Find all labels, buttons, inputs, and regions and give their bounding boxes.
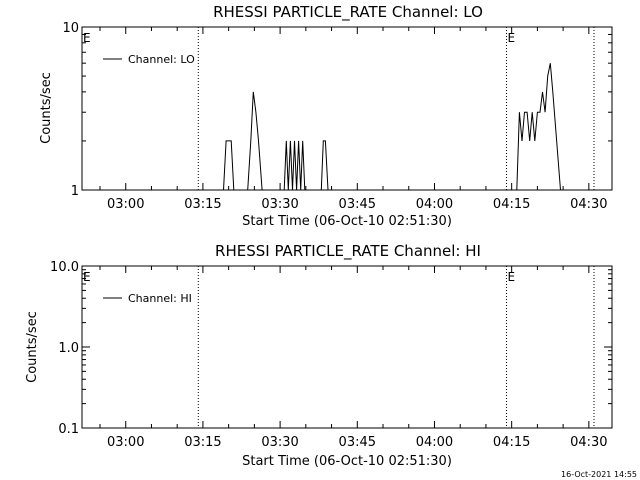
x-tick-label: 03:30 — [261, 197, 298, 212]
y-tick-label: 1.0 — [58, 341, 79, 356]
legend-label-lo: Channel: LO — [128, 53, 195, 66]
y-tick-label: 1 — [71, 184, 79, 199]
x-tick-label: 04:00 — [416, 197, 453, 212]
plot-frame-lo — [81, 26, 613, 191]
x-tick-label: 03:00 — [107, 197, 144, 212]
x-tick-group-hi: 03:00 03:15 03:30 03:45 04:00 04:15 04:30 — [99, 266, 608, 450]
y-axis-label-hi: Counts/sec — [25, 311, 40, 383]
legend-label-hi: Channel: HI — [128, 292, 192, 305]
y-tick-label: 10 — [62, 21, 79, 36]
x-tick-label: 04:30 — [570, 197, 607, 212]
x-tick-label: 04:15 — [493, 197, 530, 212]
y-tick-label: 0.1 — [58, 422, 79, 437]
x-tick-label: 03:00 — [107, 435, 144, 450]
vline-group-lo — [197, 27, 595, 190]
chart-title-hi: RHESSI PARTICLE_RATE Channel: HI — [215, 242, 481, 261]
x-tick-group-lo: 03:00 03:15 03:30 03:45 04:00 04:15 04:30 — [99, 27, 608, 212]
legend-hi: Channel: HI — [103, 292, 192, 305]
panel-lo: RHESSI PARTICLE_RATE Channel: LO 03:00 03… — [39, 3, 613, 229]
plot-frame-hi — [81, 265, 613, 429]
x-tick-label: 04:00 — [416, 435, 453, 450]
event-marker-label: E — [83, 270, 91, 284]
x-tick-label: 03:15 — [184, 435, 221, 450]
x-axis-label-lo: Start Time (06-Oct-10 02:51:30) — [242, 214, 452, 229]
chart-title-lo: RHESSI PARTICLE_RATE Channel: LO — [213, 3, 483, 22]
event-marker-label: E — [508, 270, 516, 284]
series-line-lo — [82, 63, 612, 191]
x-tick-label: 03:45 — [339, 435, 376, 450]
y-tick-label: 10.0 — [50, 260, 79, 275]
legend-lo: Channel: LO — [103, 53, 195, 66]
x-tick-label: 04:15 — [493, 435, 530, 450]
x-tick-label: 04:30 — [570, 435, 607, 450]
x-tick-label: 03:15 — [184, 197, 221, 212]
x-tick-label: 03:45 — [339, 197, 376, 212]
vline-group-hi — [197, 266, 595, 428]
panel-hi: RHESSI PARTICLE_RATE Channel: HI 03:00 03… — [25, 242, 613, 469]
x-axis-label-hi: Start Time (06-Oct-10 02:51:30) — [242, 454, 452, 469]
x-tick-label: 03:30 — [261, 435, 298, 450]
footer-timestamp: 16-Oct-2021 14:55 — [561, 470, 637, 479]
y-tick-group-lo: 1 10 — [62, 21, 612, 199]
event-marker-label: E — [508, 31, 516, 45]
event-marker-label: E — [83, 31, 91, 45]
y-axis-label-lo: Counts/sec — [39, 72, 54, 144]
y-tick-group-hi: 0.1 1.0 10.0 — [50, 260, 612, 437]
